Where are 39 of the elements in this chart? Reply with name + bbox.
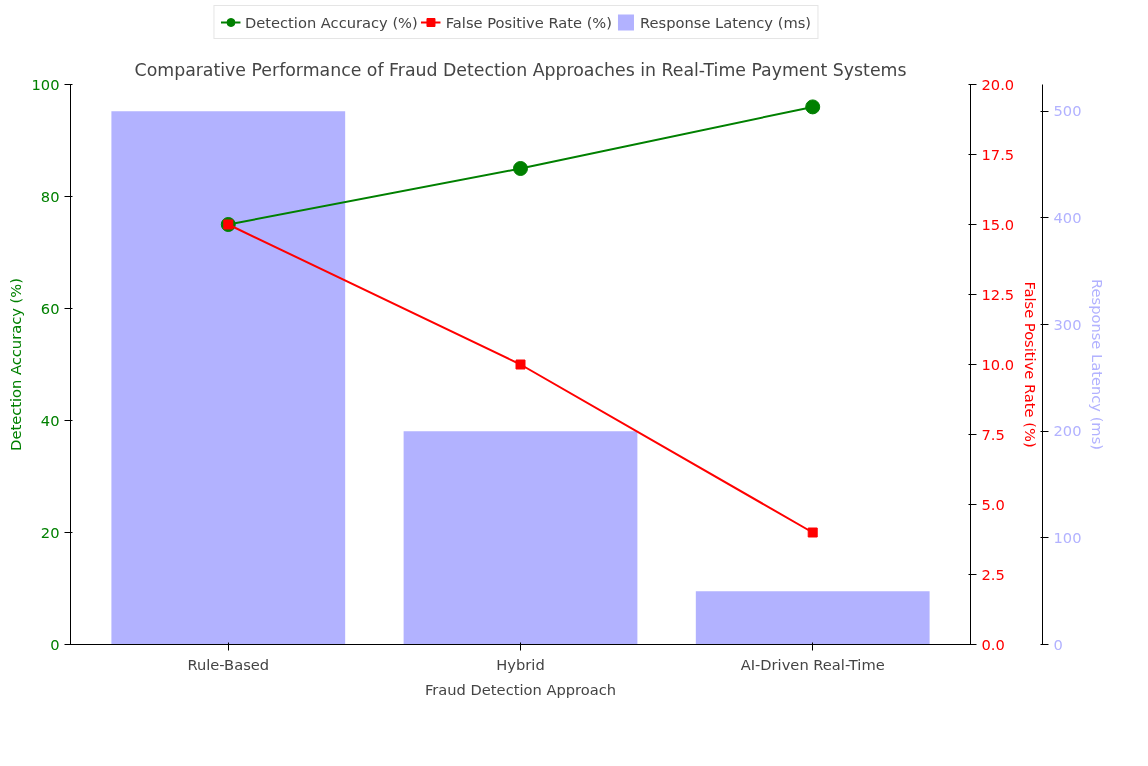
y3-tick-label: 100 [1053,528,1082,546]
legend-label: Detection Accuracy (%) [244,13,418,31]
bar [403,431,638,645]
y-tick-label: 80 [40,187,60,205]
x-tick-label: Rule-Based [187,655,270,673]
x-tick-label: AI-Driven Real-Time [740,655,885,673]
y2-tick-label: 2.5 [981,565,1005,583]
y2-tick-label: 17.5 [981,145,1015,163]
x-tick-label: Hybrid [496,655,545,673]
y2-tick-label: 5.0 [981,495,1005,513]
y3-tick-label: 300 [1053,315,1082,333]
y2-tick-label: 0.0 [981,635,1005,653]
point [807,527,818,538]
y2-tick-label: 12.5 [981,285,1015,303]
point [513,161,528,176]
legend-label: Response Latency (ms) [640,13,812,31]
y-tick-label: 0 [50,635,60,653]
y-tick-label: 40 [40,411,60,429]
y3-tick-label: 200 [1053,422,1082,440]
y-axis-title: Detection Accuracy (%) [6,278,24,451]
point [805,99,821,115]
y3-axis-title: Response Latency (ms) [1089,279,1107,451]
y2-tick-label: 10.0 [981,355,1015,373]
y-tick-label: 100 [31,75,60,93]
y3-tick-label: 400 [1053,208,1082,226]
y2-tick-label: 7.5 [981,425,1005,443]
chart-title: Comparative Performance of Fraud Detection Approaches in Real-Time Payment Systems [134,59,907,80]
x-axis-title: Fraud Detection Approach [424,680,617,698]
y2-tick-label: 20.0 [981,75,1015,93]
y2-axis-title: False Positive Rate (%) [1022,281,1040,448]
y-tick-label: 60 [40,299,60,317]
y3-tick-label: 500 [1053,102,1082,120]
point [515,359,526,370]
y3-tick-label: 0 [1053,635,1063,653]
y2-tick-label: 15.0 [981,215,1015,233]
legend-label: False Positive Rate (%) [445,13,613,31]
bar [695,591,930,645]
bar [111,111,346,645]
y-tick-label: 20 [40,523,60,541]
